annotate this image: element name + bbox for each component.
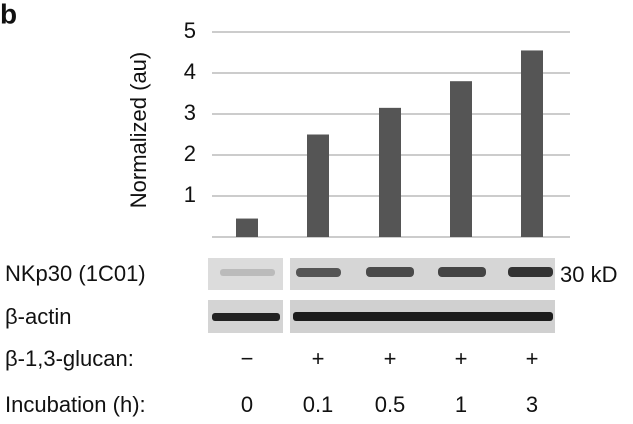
x-tick-label: 0.1 <box>303 392 334 417</box>
y-tick-label: 4 <box>184 59 196 84</box>
row-label: Incubation (h): <box>5 392 146 417</box>
bar <box>236 218 258 237</box>
blot-actin <box>208 300 555 333</box>
blot-nkp30 <box>208 258 555 290</box>
bar <box>450 81 472 237</box>
bar <box>307 134 329 237</box>
size-marker: 30 kD <box>560 262 617 287</box>
x-tick-label: 3 <box>526 392 538 417</box>
y-tick-label: 5 <box>184 18 196 43</box>
bar <box>379 107 401 237</box>
blot-label: NKp30 (1C01) <box>5 261 146 286</box>
y-tick-label: 2 <box>184 141 196 166</box>
bar <box>521 50 543 238</box>
row-label: β-1,3-glucan: <box>5 346 134 371</box>
glucan-label: − <box>241 346 254 371</box>
x-tick-label: 0 <box>241 392 253 417</box>
x-tick-label: 1 <box>455 392 467 417</box>
glucan-label: + <box>455 346 468 371</box>
y-tick-label: 1 <box>184 182 196 207</box>
x-tick-label: 0.5 <box>375 392 406 417</box>
glucan-label: + <box>526 346 539 371</box>
panel-label: b <box>0 0 17 29</box>
y-axis-label: Normalized (au) <box>126 52 151 209</box>
y-tick-label: 3 <box>184 100 196 125</box>
glucan-label: + <box>384 346 397 371</box>
blot-label: β-actin <box>5 304 71 329</box>
glucan-label: + <box>312 346 325 371</box>
